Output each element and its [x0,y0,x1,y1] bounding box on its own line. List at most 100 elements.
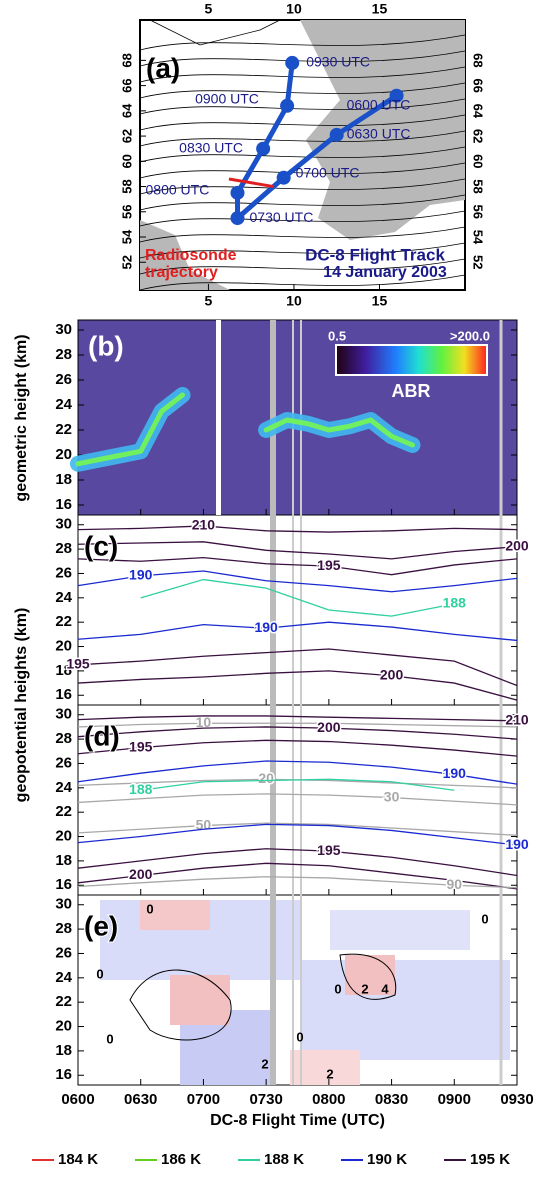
y-tick-label: 30 [55,321,72,338]
legend-label: 184 K [58,1151,98,1168]
track-point [276,170,291,185]
contour-label: 190 [129,567,153,583]
track-point [285,55,300,70]
legend-label: 190 K [367,1151,407,1168]
contour-line [77,570,518,593]
contour-label: 0 [334,981,341,996]
contour-label: 200 [129,866,153,882]
colorbar-label: ABR [392,381,431,401]
panel-label: (e) [84,910,118,941]
map-contour [139,114,466,131]
x-tick-label: 0630 [124,1091,157,1108]
track-label: 0730 UTC [250,209,314,225]
y-tick-label: 26 [55,371,72,388]
contour-label: 2 [361,981,368,996]
panel-label: (c) [84,530,118,561]
map-contour [139,66,466,83]
contour-label: 4 [381,981,389,996]
contour-label: 188 [443,595,467,611]
map-contour [139,34,466,51]
x-tick-label: 5 [205,1,213,17]
legend-label: 188 K [264,1151,304,1168]
y-tick-label: 26 [55,754,72,771]
y-tick-label: 22 [55,803,72,820]
colorbar-tick: 0.5 [328,328,346,343]
contour-line [77,848,518,877]
contour-label: 195 [317,557,341,573]
x-axis-label: DC-8 Flight Time (UTC) [210,1112,385,1129]
y-tick-label: 66 [471,78,486,92]
contour-line [77,648,518,687]
track-label: 0830 UTC [179,139,243,155]
y-tick-label: 22 [55,421,72,438]
y-tick-label: 62 [119,129,134,143]
y-tick-label: 18 [55,662,72,679]
map-contour [139,82,466,99]
panel-b-frame [77,319,518,516]
annotation: trajectory [145,264,218,281]
map-contour [139,146,466,163]
y-tick-label: 28 [55,346,72,363]
contour-label: 10 [196,714,212,730]
y-tick-label: 20 [55,1018,72,1035]
map-contours [139,34,466,291]
x-tick-label: 15 [372,1,388,17]
y-tick-label: 30 [55,706,72,723]
contour-line [77,541,518,560]
track-label: 0630 UTC [347,126,411,142]
contour-line [140,778,455,791]
contour-label: 0 [106,1031,113,1046]
y-axis-label: geometric height (km) [13,334,30,501]
y-tick-label: 58 [471,179,486,193]
y-tick-label: 20 [55,828,72,845]
y-tick-label: 68 [119,53,134,67]
y-tick-label: 24 [55,589,72,606]
map-contour [139,178,466,195]
y-tick-label: 22 [55,993,72,1010]
contour-line [77,739,518,757]
x-tick-label: 10 [286,293,302,309]
contour-line [77,722,518,728]
y-tick-label: 68 [471,53,486,67]
y-tick-label: 58 [119,179,134,193]
track-label: 0800 UTC [146,182,210,198]
y-tick-label: 20 [55,446,72,463]
y-tick-label: 24 [55,779,72,796]
track-label: 0930 UTC [306,54,370,70]
track-point [256,141,271,156]
colorbar [335,344,488,376]
panel-c-frame [77,514,518,706]
contour-label: 30 [384,788,400,804]
contour-line [77,621,518,642]
map-title: DC-8 Flight Track [305,245,445,264]
map-contour [139,258,466,275]
track-point [329,127,344,142]
anomaly-shading [100,900,510,1085]
legend-label: 195 K [470,1151,510,1168]
y-tick-label: 66 [119,78,134,92]
x-tick-label: 15 [372,293,388,309]
contour-label: 188 [129,781,153,797]
contour-line [77,525,518,533]
zero-contour [129,953,397,1041]
y-tick-label: 54 [471,230,486,245]
y-tick-label: 54 [119,229,134,244]
map-contour [139,274,466,291]
contour-label: 210 [505,712,529,728]
y-tick-label: 18 [55,1042,72,1059]
y-tick-label: 16 [55,496,72,513]
time-marker [270,320,276,1085]
map-contour [139,226,466,243]
y-tick-label: 28 [55,540,72,557]
y-tick-label: 16 [55,876,72,893]
contour-label: 195 [66,656,90,672]
x-tick-label: 0800 [312,1091,345,1108]
map-contour [139,210,466,227]
contour-label: 0 [481,911,488,926]
contour-label: 200 [380,666,404,682]
annotation: Radiosonde [145,247,237,264]
contour-line [77,876,518,889]
y-tick-label: 24 [55,396,72,413]
y-tick-label: 26 [55,944,72,961]
